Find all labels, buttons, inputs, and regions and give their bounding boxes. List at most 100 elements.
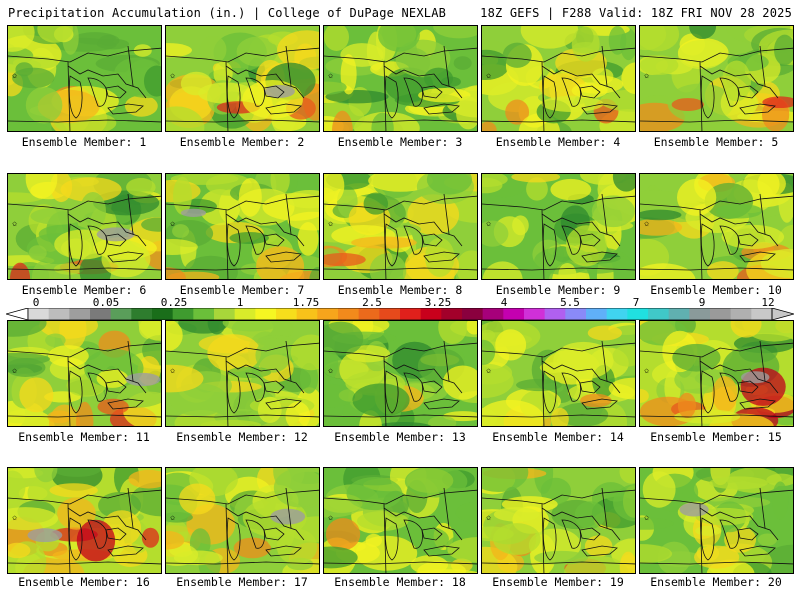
ensemble-map-panel: ✩ [323,467,478,574]
ensemble-map-panel: ✩ [7,173,162,280]
ensemble-member-label: Ensemble Member: 20 [650,575,782,589]
station-marker-icon: ✩ [328,366,334,376]
precip-field-map: ✩ [8,321,161,426]
station-marker-icon: ✩ [328,513,334,523]
precip-field-map: ✩ [482,321,635,426]
precip-field-map: ✩ [8,26,161,131]
precip-field-map: ✩ [324,174,477,279]
ensemble-map-panel: ✩ [481,320,636,427]
station-marker-icon: ✩ [486,513,492,523]
colorbar-segment [462,308,484,320]
precip-field-map: ✩ [8,174,161,279]
colorbar-segment [668,308,690,320]
station-marker-icon: ✩ [170,219,176,229]
colorbar-segment [379,308,401,320]
ensemble-member-label: Ensemble Member: 6 [21,283,147,297]
page-title: Precipitation Accumulation (in.) | Colle… [8,6,447,20]
precip-field-map: ✩ [166,468,319,573]
precip-field-map: ✩ [166,174,319,279]
ensemble-member-label: Ensemble Member: 9 [495,283,621,297]
colorbar-segment [296,308,318,320]
colorbar-segment [400,308,422,320]
ensemble-map-panel: ✩ [165,25,320,132]
precip-field-map: ✩ [482,174,635,279]
ensemble-member-label: Ensemble Member: 15 [650,430,782,444]
station-marker-icon: ✩ [328,71,334,81]
ensemble-member-label: Ensemble Member: 4 [495,135,621,149]
ensemble-map-panel: ✩ [323,320,478,427]
colorbar-tick-label: 0.25 [160,296,188,309]
ensemble-member-label: Ensemble Member: 10 [650,283,782,297]
colorbar-segment [276,308,298,320]
colorbar-segment [28,308,50,320]
colorbar: 0 0.05 0.25 1 1.75 2.5 3.25 4 5.5 7 9 12 [6,296,794,320]
ensemble-map-panel: ✩ [481,467,636,574]
ensemble-map-panel: ✩ [7,25,162,132]
colorbar-segment [358,308,380,320]
station-marker-icon: ✩ [486,219,492,229]
colorbar-segment [338,308,360,320]
ensemble-map-panel: ✩ [165,467,320,574]
colorbar-segment [214,308,236,320]
ensemble-member-label: Ensemble Member: 2 [179,135,305,149]
precip-field-map: ✩ [324,26,477,131]
station-marker-icon: ✩ [644,366,650,376]
colorbar-segment [110,308,132,320]
station-marker-icon: ✩ [12,219,18,229]
ensemble-map-panel: ✩ [7,467,162,574]
ensemble-map-panel: ✩ [639,320,794,427]
ensemble-member-label: Ensemble Member: 16 [18,575,150,589]
precip-field-map: ✩ [482,468,635,573]
precip-field-map: ✩ [166,26,319,131]
colorbar-tick-label: 9 [698,296,706,309]
colorbar-tick-label: 4 [500,296,508,309]
ensemble-member-label: Ensemble Member: 8 [337,283,463,297]
precip-field-map: ✩ [482,26,635,131]
colorbar-segment [482,308,504,320]
ensemble-map-panel: ✩ [323,25,478,132]
precip-field-map: ✩ [640,26,793,131]
ensemble-map-panel: ✩ [481,173,636,280]
colorbar-segment [131,308,153,320]
colorbar-segment [255,308,277,320]
colorbar-tick-label: 0.05 [92,296,120,309]
colorbar-tick-label: 5.5 [560,296,580,309]
precip-field-map: ✩ [324,468,477,573]
ensemble-member-label: Ensemble Member: 5 [653,135,779,149]
colorbar-segment [172,308,194,320]
colorbar-strip [6,308,794,320]
station-marker-icon: ✩ [486,366,492,376]
ensemble-member-label: Ensemble Member: 12 [176,430,308,444]
colorbar-segment [441,308,463,320]
precip-field-map: ✩ [640,468,793,573]
precip-field-map: ✩ [166,321,319,426]
ensemble-member-label: Ensemble Member: 1 [21,135,147,149]
ensemble-map-panel: ✩ [165,173,320,280]
colorbar-segment [524,308,546,320]
colorbar-segment [586,308,608,320]
colorbar-tick-label: 1 [236,296,244,309]
precip-field-map: ✩ [8,468,161,573]
colorbar-segment [751,308,773,320]
ensemble-member-label: Ensemble Member: 3 [337,135,463,149]
station-marker-icon: ✩ [170,366,176,376]
station-marker-icon: ✩ [12,366,18,376]
colorbar-segment [544,308,566,320]
ensemble-map-panel: ✩ [639,25,794,132]
ensemble-map-panel: ✩ [165,320,320,427]
station-marker-icon: ✩ [12,71,18,81]
precip-field-map: ✩ [640,321,793,426]
station-marker-icon: ✩ [170,513,176,523]
colorbar-segment [627,308,649,320]
ensemble-member-label: Ensemble Member: 14 [492,430,624,444]
colorbar-segment [234,308,256,320]
station-marker-icon: ✩ [12,513,18,523]
colorbar-segment [503,308,525,320]
station-marker-icon: ✩ [644,513,650,523]
colorbar-segment [90,308,112,320]
station-marker-icon: ✩ [170,71,176,81]
colorbar-tick-label: 2.5 [362,296,382,309]
colorbar-segment [69,308,91,320]
colorbar-segment [648,308,670,320]
colorbar-segment [710,308,732,320]
